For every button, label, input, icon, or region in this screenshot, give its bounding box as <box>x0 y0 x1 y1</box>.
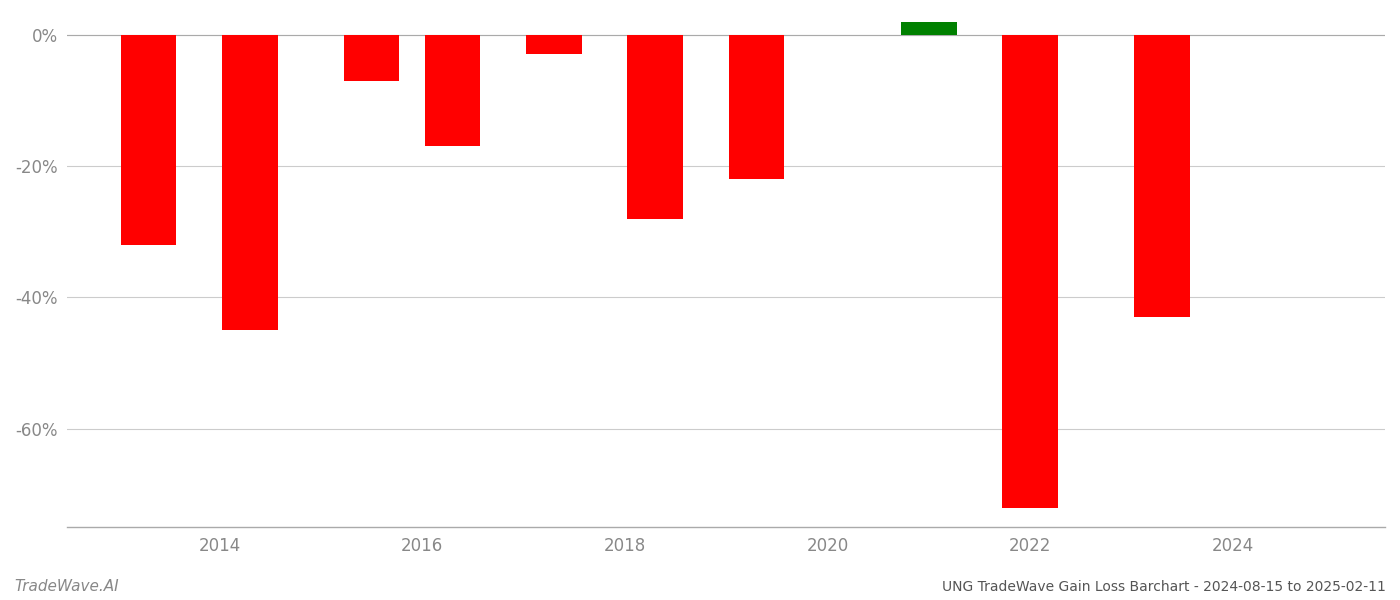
Bar <box>627 35 683 218</box>
Bar <box>1002 35 1058 508</box>
Bar <box>902 22 956 35</box>
Bar <box>1134 35 1190 317</box>
Bar <box>526 35 582 55</box>
Bar <box>223 35 277 330</box>
Bar <box>424 35 480 146</box>
Text: UNG TradeWave Gain Loss Barchart - 2024-08-15 to 2025-02-11: UNG TradeWave Gain Loss Barchart - 2024-… <box>942 580 1386 594</box>
Bar <box>343 35 399 80</box>
Bar <box>120 35 176 245</box>
Bar <box>729 35 784 179</box>
Text: TradeWave.AI: TradeWave.AI <box>14 579 119 594</box>
